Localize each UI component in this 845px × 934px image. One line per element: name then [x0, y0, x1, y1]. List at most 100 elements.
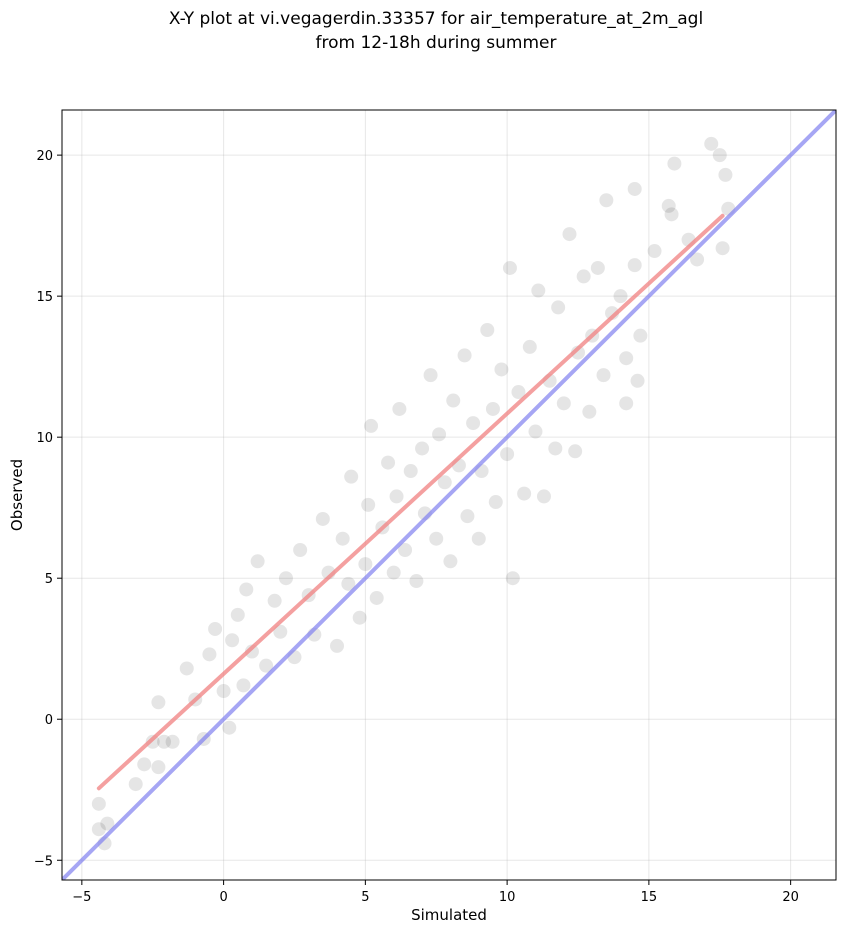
- scatter-point: [502, 260, 517, 275]
- y-tick-label: 20: [36, 149, 53, 164]
- scatter-point: [531, 283, 546, 298]
- scatter-point: [267, 593, 282, 608]
- scatter-point: [403, 464, 418, 479]
- scatter-point: [423, 368, 438, 383]
- scatter-point: [352, 610, 367, 625]
- x-tick-label: 10: [499, 890, 516, 905]
- scatter-point: [137, 757, 152, 772]
- scatter-point: [335, 531, 350, 546]
- scatter-point: [244, 644, 259, 659]
- y-tick-label: −5: [34, 854, 53, 869]
- scatter-point: [273, 624, 288, 639]
- scatter-point: [222, 720, 237, 735]
- scatter-point: [556, 396, 571, 411]
- identity-line: [62, 110, 836, 880]
- scatter-point: [250, 554, 265, 569]
- reference-lines: [62, 110, 836, 880]
- scatter-point: [582, 404, 597, 419]
- plot-frame: [61, 109, 837, 881]
- scatter-point: [216, 684, 231, 699]
- axis-ticks: −5 0 5 10 15 20 −5 0 5 10 15 20: [34, 149, 799, 905]
- grid-lines: [62, 110, 836, 880]
- scatter-point: [91, 822, 106, 837]
- scatter-point: [511, 385, 526, 400]
- scatter-point: [500, 447, 515, 462]
- scatter-point: [443, 554, 458, 569]
- y-tick-label: 15: [36, 290, 53, 305]
- scatter-point: [381, 455, 396, 470]
- scatter-point: [165, 734, 180, 749]
- scatter-point: [179, 661, 194, 676]
- scatter-point: [661, 198, 676, 213]
- x-tick-label: 15: [641, 890, 658, 905]
- chart-title-line-2: from 12-18h during summer: [316, 33, 557, 53]
- chart-title-line-1: X-Y plot at vi.vegagerdin.33357 for air_…: [169, 9, 703, 29]
- scatter-point: [432, 427, 447, 442]
- scatter-point: [259, 658, 274, 673]
- scatter-point: [551, 300, 566, 315]
- scatter-point: [446, 393, 461, 408]
- scatter-point: [230, 607, 245, 622]
- scatter-point: [494, 362, 509, 377]
- scatter-point: [480, 323, 495, 337]
- scatter-point: [715, 241, 730, 256]
- scatter-point: [548, 441, 563, 456]
- scatter-point: [358, 557, 373, 572]
- scatter-point: [619, 351, 634, 366]
- scatter-point: [151, 695, 166, 710]
- scatter-point: [627, 181, 642, 196]
- scatter-point: [505, 571, 520, 586]
- scatter-point: [667, 156, 682, 171]
- x-tick-label: 20: [782, 890, 799, 905]
- scatter-point: [590, 260, 605, 275]
- scatter-point: [392, 401, 407, 416]
- scatter-point: [239, 582, 254, 597]
- x-tick-label: 5: [361, 890, 369, 905]
- scatter-point: [330, 638, 345, 653]
- scatter-point: [398, 543, 413, 557]
- x-tick-label: 0: [219, 890, 227, 905]
- scatter-point: [627, 258, 642, 273]
- scatter-point: [341, 576, 356, 591]
- x-tick-label: −5: [72, 890, 91, 905]
- y-axis-label: Observed: [8, 459, 26, 531]
- fit-line: [96, 213, 725, 791]
- scatter-point: [536, 489, 551, 504]
- scatter-point: [409, 574, 424, 589]
- scatter-point: [528, 424, 543, 439]
- y-tick-label: 5: [45, 572, 53, 587]
- scatter-point: [712, 148, 727, 163]
- y-tick-label: 0: [45, 713, 53, 728]
- scatter-point: [704, 136, 719, 151]
- scatter-point: [647, 244, 662, 259]
- x-axis-label: Simulated: [411, 906, 487, 924]
- scatter-point: [488, 495, 503, 510]
- scatter-point: [364, 418, 379, 433]
- scatter-point: [613, 289, 628, 304]
- scatter-point: [157, 734, 172, 749]
- scatter-point: [596, 368, 611, 383]
- scatter-point: [128, 777, 143, 792]
- y-tick-label: 10: [36, 431, 53, 446]
- scatter-point: [471, 531, 486, 546]
- scatter-point: [100, 816, 115, 831]
- scatter-point: [630, 373, 645, 388]
- scatter-point: [690, 252, 705, 267]
- scatter-point: [225, 633, 240, 648]
- scatter-point: [389, 489, 404, 504]
- scatter-point: [344, 469, 359, 484]
- scatter-point: [522, 339, 537, 354]
- scatter-point: [576, 269, 591, 284]
- scatter-point: [517, 486, 532, 501]
- scatter-point: [293, 543, 308, 557]
- scatter-points: [91, 136, 736, 851]
- scatter-point: [619, 396, 634, 411]
- scatter-point: [236, 678, 251, 693]
- scatter-point: [485, 401, 500, 416]
- scatter-point: [718, 167, 733, 182]
- scatter-point: [315, 511, 330, 526]
- scatter-point: [460, 509, 475, 524]
- scatter-point: [202, 647, 217, 662]
- scatter-point: [664, 207, 679, 222]
